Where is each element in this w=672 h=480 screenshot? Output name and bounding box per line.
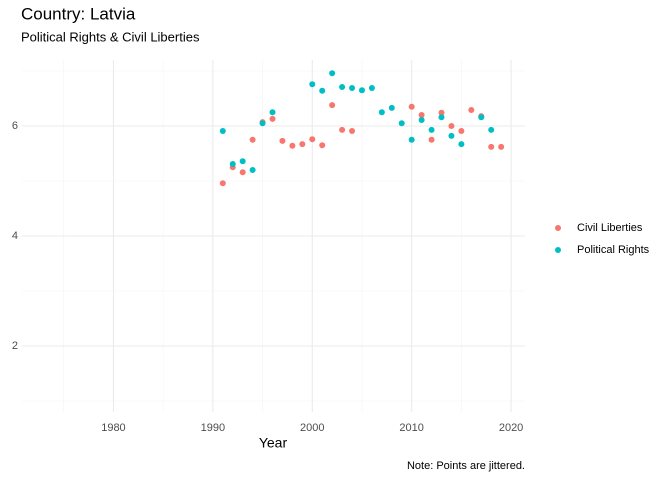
point: [428, 136, 435, 143]
point: [398, 120, 405, 127]
point: [249, 167, 256, 173]
point: [299, 141, 306, 148]
x-tick-label: 2000: [300, 422, 324, 434]
point: [448, 123, 455, 129]
x-tick-label: 1980: [101, 422, 125, 434]
point: [279, 137, 286, 144]
point: [269, 115, 276, 122]
point: [438, 114, 445, 121]
y-tick-label: 6: [12, 120, 18, 132]
point: [428, 126, 435, 133]
chart-title: Country: Latvia: [21, 4, 136, 23]
legend-symbol: [555, 225, 561, 231]
point: [309, 136, 316, 143]
point: [349, 85, 356, 92]
point: [269, 109, 276, 116]
point: [329, 70, 336, 77]
point: [229, 160, 236, 167]
x-tick-label: 2020: [499, 422, 523, 434]
point: [319, 142, 326, 149]
point: [259, 120, 266, 127]
point: [408, 136, 415, 143]
point: [219, 180, 226, 187]
point: [368, 85, 375, 92]
point: [468, 107, 475, 114]
x-tick-label: 2010: [399, 422, 423, 434]
point: [249, 136, 256, 143]
point: [219, 127, 226, 134]
point: [289, 142, 296, 149]
y-tick-label: 2: [12, 340, 18, 352]
point: [239, 169, 246, 176]
point: [388, 104, 395, 111]
point: [329, 102, 336, 109]
legend-symbol: [555, 247, 561, 253]
point: [319, 87, 326, 94]
point: [488, 126, 495, 133]
chart-subtitle: Political Rights & Civil Liberties: [21, 29, 200, 44]
legend-label: Political Rights: [577, 244, 650, 256]
point: [358, 87, 365, 94]
point: [339, 126, 346, 133]
point: [478, 114, 485, 121]
point: [339, 83, 346, 90]
x-axis-label: Year: [259, 435, 288, 451]
point: [349, 127, 356, 134]
point: [458, 141, 465, 148]
point: [448, 132, 455, 139]
point: [438, 109, 445, 116]
point: [309, 81, 316, 88]
y-tick-label: 4: [12, 230, 18, 242]
point: [378, 109, 385, 116]
legend-label: Civil Liberties: [577, 222, 643, 234]
point: [239, 158, 246, 165]
point: [488, 143, 495, 150]
caption: Note: Points are jittered.: [407, 460, 525, 472]
x-tick-label: 1990: [201, 422, 225, 434]
point: [408, 103, 415, 110]
point: [418, 116, 425, 123]
point: [458, 127, 465, 134]
point: [418, 112, 425, 118]
point: [498, 143, 505, 150]
